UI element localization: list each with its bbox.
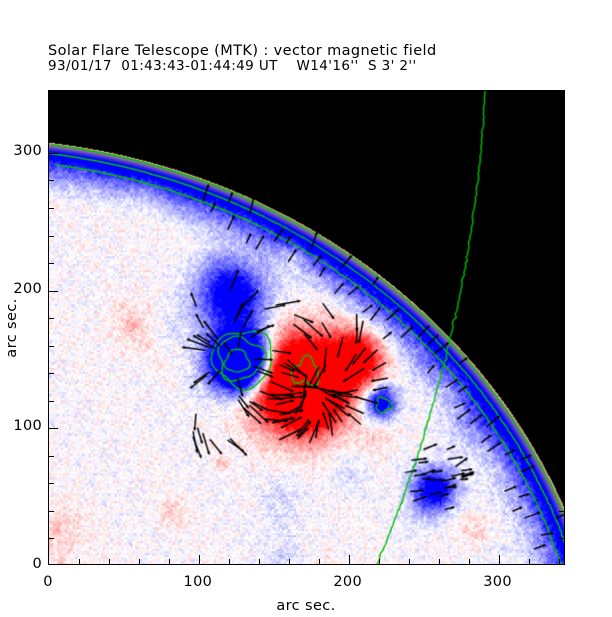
x-tick-bottom (319, 559, 320, 564)
y-tick-right (559, 456, 564, 457)
y-axis-title: arc sec. (4, 298, 20, 358)
y-tick-label: 0 (32, 556, 42, 572)
y-tick-left (49, 236, 54, 237)
y-tick-left (49, 318, 54, 319)
y-tick-left (49, 125, 54, 126)
x-tick-top (499, 91, 500, 100)
x-tick-top (199, 91, 200, 100)
x-tick-top (529, 91, 530, 96)
x-axis-title: arc sec. (276, 598, 336, 614)
x-tick-label: 0 (43, 574, 53, 590)
x-tick-label: 300 (483, 574, 512, 590)
y-tick-right (559, 373, 564, 374)
y-tick-right (559, 511, 564, 512)
y-tick-right (559, 208, 564, 209)
y-tick-right (559, 346, 564, 347)
y-tick-left (49, 346, 54, 347)
x-tick-top (79, 91, 80, 96)
y-tick-left (49, 180, 54, 181)
x-tick-label: 200 (333, 574, 362, 590)
plot-inner (49, 91, 564, 564)
x-tick-bottom (139, 559, 140, 564)
y-tick-left (49, 208, 54, 209)
y-tick-left (49, 401, 54, 402)
y-tick-right (559, 318, 564, 319)
x-tick-bottom (229, 559, 230, 564)
x-tick-top (169, 91, 170, 96)
figure-title-block: Solar Flare Telescope (MTK) : vector mag… (48, 44, 568, 74)
x-tick-top (379, 91, 380, 96)
x-tick-top (559, 91, 560, 96)
y-tick-left (49, 483, 54, 484)
x-tick-bottom (259, 559, 260, 564)
y-tick-right (559, 236, 564, 237)
y-tick-right (559, 401, 564, 402)
figure-subtitle: 93/01/17 01:43:43-01:44:49 UT W14'16'' S… (48, 58, 417, 74)
x-tick-top (469, 91, 470, 96)
x-tick-bottom (169, 559, 170, 564)
y-tick-label: 200 (13, 280, 42, 297)
y-tick-right (559, 538, 564, 539)
x-tick-top (319, 91, 320, 96)
x-tick-label: 100 (183, 574, 213, 590)
y-tick-left (49, 456, 54, 457)
x-tick-top (259, 91, 260, 96)
y-tick-left (49, 263, 54, 264)
x-tick-bottom (79, 559, 80, 564)
x-tick-bottom (109, 559, 110, 564)
x-tick-bottom (559, 559, 560, 564)
y-tick-label: 100 (13, 418, 42, 435)
x-tick-bottom (499, 555, 500, 564)
y-tick-left (49, 98, 54, 99)
figure-title: Solar Flare Telescope (MTK) : vector mag… (48, 43, 437, 59)
y-tick-left (49, 428, 58, 429)
x-tick-top (349, 91, 350, 100)
x-tick-bottom (349, 555, 350, 564)
x-tick-bottom (289, 559, 290, 564)
transverse-field-vectors-layer (49, 91, 564, 564)
y-tick-right (555, 291, 564, 292)
y-tick-label: 300 (13, 142, 42, 159)
x-tick-top (289, 91, 290, 96)
y-tick-left (49, 538, 54, 539)
y-tick-right (555, 428, 564, 429)
y-tick-left (49, 153, 58, 154)
y-tick-right (559, 125, 564, 126)
x-tick-bottom (439, 559, 440, 564)
y-tick-right (559, 180, 564, 181)
y-tick-left (49, 291, 58, 292)
x-tick-bottom (529, 559, 530, 564)
x-tick-top (409, 91, 410, 96)
x-tick-bottom (199, 555, 200, 564)
x-tick-bottom (379, 559, 380, 564)
x-tick-top (229, 91, 230, 96)
y-tick-right (559, 98, 564, 99)
y-tick-right (559, 263, 564, 264)
y-tick-right (559, 483, 564, 484)
x-tick-top (139, 91, 140, 96)
x-tick-top (439, 91, 440, 96)
x-tick-bottom (409, 559, 410, 564)
magnetogram-plot-frame (48, 90, 565, 565)
x-tick-top (109, 91, 110, 96)
y-tick-left (49, 511, 54, 512)
y-tick-right (555, 153, 564, 154)
x-tick-bottom (469, 559, 470, 564)
y-tick-left (49, 373, 54, 374)
